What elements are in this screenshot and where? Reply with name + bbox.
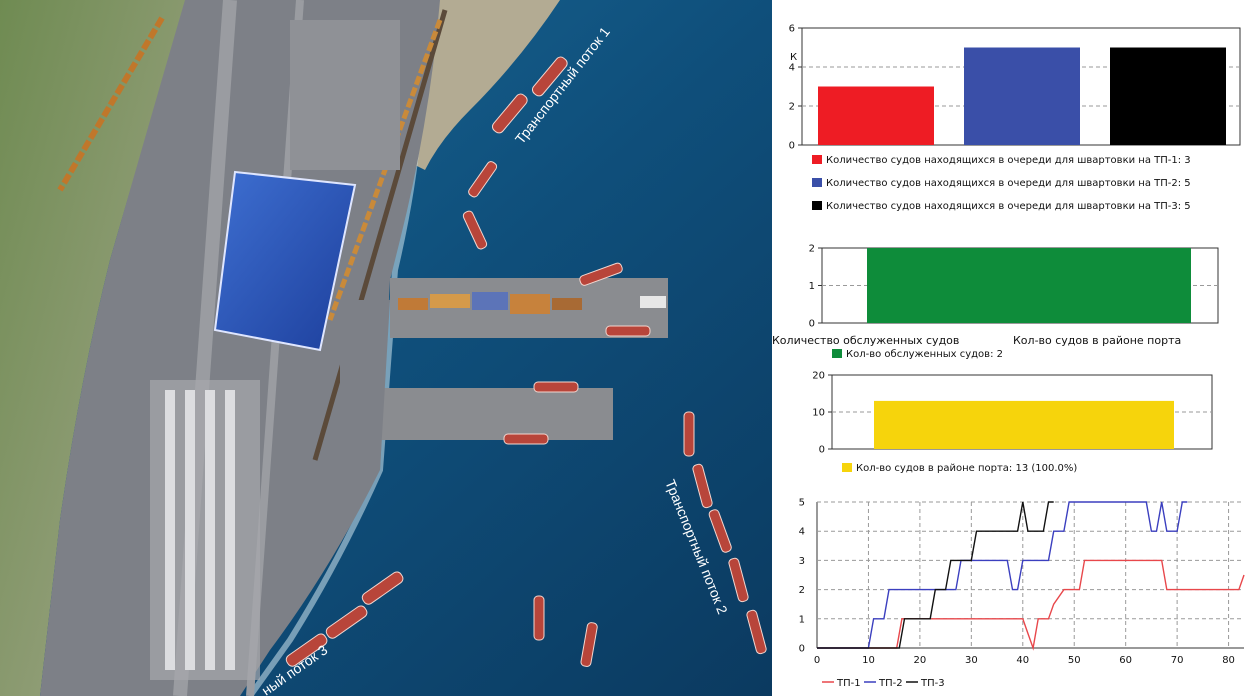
served-legend-label: Кол-во обслуженных судов: 2 (846, 349, 1003, 360)
timeline-series-ТП-1 (817, 559, 1245, 651)
port-map: Транспортный поток 1 Транспортный поток … (0, 0, 772, 696)
area-legend-swatch (842, 463, 852, 472)
train (57, 16, 165, 192)
timeline-legend-label-2: ТП-2 (878, 678, 903, 689)
timeline-xtick-label: 20 (914, 655, 927, 666)
timeline-xtick-label: 40 (1016, 655, 1029, 666)
warehouse-area (290, 20, 400, 170)
served-chart-category-1: Количество обслуженных судов (772, 334, 959, 347)
timeline-xtick-label: 0 (814, 655, 820, 666)
queue-bar-1 (818, 86, 934, 145)
queue-legend-swatch-1 (812, 155, 822, 164)
pier-2 (365, 388, 613, 440)
served-legend-swatch (832, 349, 842, 358)
pier-containers (398, 292, 666, 314)
railway (312, 9, 448, 461)
queue-chart-ytick-label: 2 (789, 102, 795, 113)
served-chart-ytick-label: 1 (809, 281, 815, 292)
container-rows (165, 390, 235, 670)
served-chart-ytick-label: 2 (809, 244, 815, 255)
timeline-ytick-label: 1 (799, 614, 805, 625)
queue-legend-label-3: Количество судов находящихся в очереди д… (826, 201, 1191, 212)
statistics-charts: 0 2 4 6 К Количество судов находящихся в очер… (772, 24, 1245, 689)
area-chart-ytick-label: 20 (812, 371, 825, 382)
hill-land (0, 0, 190, 696)
timeline-legend-label-1: ТП-1 (836, 678, 861, 689)
ships (285, 56, 767, 667)
queue-legend-swatch-2 (812, 178, 822, 187)
queue-legend-label-2: Количество судов находящихся в очереди д… (826, 178, 1191, 189)
timeline-ytick-label: 5 (799, 498, 805, 509)
port-land (40, 0, 440, 696)
timeline-ytick-label: 0 (799, 644, 805, 655)
timeline-xtick-label: 50 (1068, 655, 1081, 666)
timeline-xtick-label: 60 (1119, 655, 1132, 666)
queue-legend-swatch-3 (812, 201, 822, 210)
beach (405, 0, 560, 170)
area-chart-ytick-label: 10 (812, 408, 825, 419)
timeline-xtick-label: 80 (1222, 655, 1235, 666)
timeline-ytick-label: 4 (799, 527, 805, 538)
area-legend-label: Кол-во судов в районе порта: 13 (100.0%) (856, 463, 1077, 474)
area-bar (874, 400, 1174, 449)
timeline-xtick-label: 10 (862, 655, 875, 666)
queue-chart-ytick-label: 0 (789, 141, 795, 152)
timeline-legend-label-3: ТП-3 (920, 678, 945, 689)
queue-chart-axis-fragment: К (790, 52, 797, 63)
warehouse-roof (213, 170, 357, 352)
timeline-series-ТП-2 (817, 501, 1188, 649)
queue-chart-ytick-label: 6 (789, 24, 795, 35)
timeline-series-ТП-3 (817, 501, 1054, 649)
served-chart-category-2: Кол-во судов в районе порта (1013, 334, 1181, 347)
served-bar (867, 248, 1191, 323)
timeline-ytick-label: 2 (799, 585, 805, 596)
timeline-xtick-label: 70 (1171, 655, 1184, 666)
area-chart-ytick-label: 0 (819, 445, 825, 456)
queue-chart-ytick-label: 4 (789, 63, 795, 74)
served-chart-ytick-label: 0 (809, 319, 815, 330)
queue-bar-3 (1110, 47, 1226, 145)
timeline-ytick-label: 3 (799, 556, 805, 567)
port-map-image: Транспортный поток 1 Транспортный поток … (0, 0, 772, 696)
queue-bar-2 (964, 47, 1080, 145)
timeline-xtick-label: 30 (965, 655, 978, 666)
queue-legend-label-1: Количество судов находящихся в очереди д… (826, 155, 1191, 166)
statistics-panel: 0 2 4 6 К Количество судов находящихся в очер… (772, 0, 1246, 696)
